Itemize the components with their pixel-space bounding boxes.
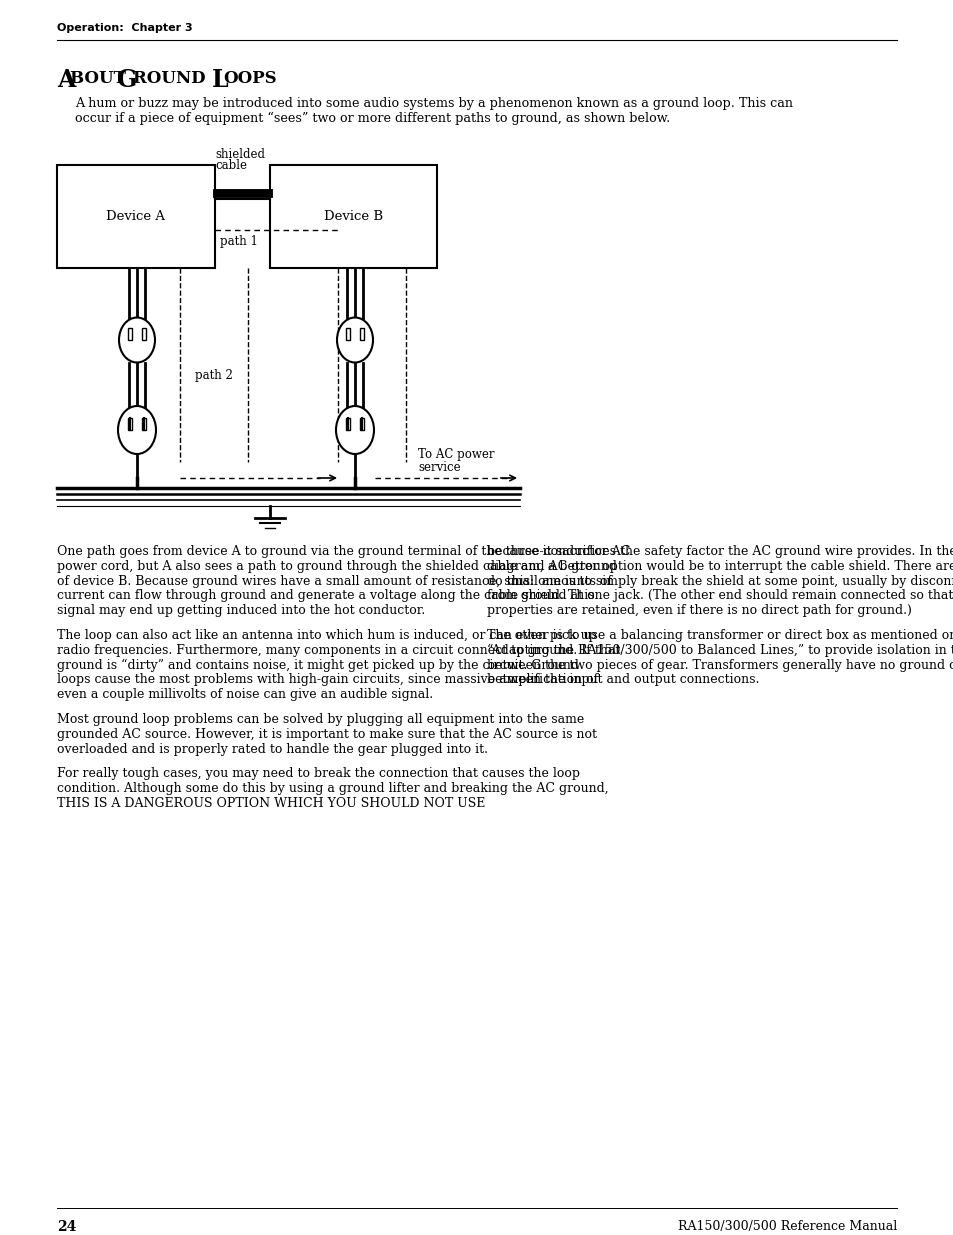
Text: because it sacrifices the safety factor the AC ground wire provides. In the prev: because it sacrifices the safety factor … (486, 545, 953, 558)
Text: path 1: path 1 (220, 235, 257, 248)
Text: properties are retained, even if there is no direct path for ground.): properties are retained, even if there i… (486, 604, 911, 618)
Bar (346, 417, 350, 430)
Text: To AC power: To AC power (417, 448, 494, 461)
Text: The other is to use a balancing transformer or direct box as mentioned on page 1: The other is to use a balancing transfor… (486, 629, 953, 642)
Text: The loop can also act like an antenna into which hum is induced, or can even pic: The loop can also act like an antenna in… (57, 629, 597, 642)
Text: overloaded and is properly rated to handle the gear plugged into it.: overloaded and is properly rated to hand… (57, 742, 488, 756)
Ellipse shape (335, 406, 374, 454)
Text: L: L (212, 68, 229, 91)
Bar (142, 329, 146, 340)
Text: between the two pieces of gear. Transformers generally have no ground connection: between the two pieces of gear. Transfor… (486, 658, 953, 672)
Text: even a couple millivolts of noise can give an audible signal.: even a couple millivolts of noise can gi… (57, 688, 433, 701)
Text: “Adapting the RA150/300/500 to Balanced Lines,” to provide isolation in the audi: “Adapting the RA150/300/500 to Balanced … (486, 643, 953, 657)
Bar (142, 417, 146, 430)
Text: G: G (117, 68, 137, 91)
Text: A: A (57, 68, 75, 91)
Text: service: service (417, 461, 460, 474)
Text: power cord, but A also sees a path to ground through the shielded cable and AC g: power cord, but A also sees a path to gr… (57, 559, 617, 573)
Text: grounded AC source. However, it is important to make sure that the AC source is : grounded AC source. However, it is impor… (57, 727, 597, 741)
Text: BOUT: BOUT (70, 70, 132, 86)
Text: loops cause the most problems with high-gain circuits, since massive amplificati: loops cause the most problems with high-… (57, 673, 598, 687)
Text: A hum or buzz may be introduced into some audio systems by a phenomenon known as: A hum or buzz may be introduced into som… (75, 98, 792, 110)
Text: occur if a piece of equipment “sees” two or more different paths to ground, as s: occur if a piece of equipment “sees” two… (75, 112, 670, 125)
Text: from ground at one jack. (The other end should remain connected so that the shie: from ground at one jack. (The other end … (486, 589, 953, 603)
Text: ROUND: ROUND (132, 70, 212, 86)
Text: Most ground loop problems can be solved by plugging all equipment into the same: Most ground loop problems can be solved … (57, 713, 583, 726)
Text: condition. Although some do this by using a ground lifter and breaking the AC gr: condition. Although some do this by usin… (57, 782, 608, 795)
Text: diagram, a better option would be to interrupt the cable shield. There are two w: diagram, a better option would be to int… (486, 559, 953, 573)
Text: between the input and output connections.: between the input and output connections… (486, 673, 759, 687)
Text: For really tough cases, you may need to break the connection that causes the loo: For really tough cases, you may need to … (57, 767, 579, 781)
Text: do this: one is to simply break the shield at some point, usually by disconnecti: do this: one is to simply break the shie… (486, 574, 953, 588)
Bar (346, 329, 350, 340)
Text: shielded: shielded (214, 148, 265, 161)
Text: signal may end up getting induced into the hot conductor.: signal may end up getting induced into t… (57, 604, 425, 618)
Text: Operation:  Chapter 3: Operation: Chapter 3 (57, 23, 193, 33)
Bar (270, 165, 436, 268)
Text: Device A: Device A (107, 210, 165, 224)
Bar (359, 329, 364, 340)
Text: ground is “dirty” and contains noise, it might get picked up by the circuit. Gro: ground is “dirty” and contains noise, it… (57, 658, 578, 672)
Ellipse shape (118, 406, 156, 454)
Text: OOPS: OOPS (223, 70, 276, 86)
Text: current can flow through ground and generate a voltage along the cable shield. T: current can flow through ground and gene… (57, 589, 594, 603)
Text: Device B: Device B (324, 210, 383, 224)
Text: One path goes from device A to ground via the ground terminal of the three-condu: One path goes from device A to ground vi… (57, 545, 630, 558)
Bar (57, 165, 214, 268)
Ellipse shape (119, 317, 154, 363)
Text: cable: cable (214, 159, 247, 172)
Bar (128, 329, 132, 340)
Text: THIS IS A DANGEROUS OPTION WHICH YOU SHOULD NOT USE: THIS IS A DANGEROUS OPTION WHICH YOU SHO… (57, 797, 485, 810)
Text: path 2: path 2 (194, 368, 233, 382)
Text: radio frequencies. Furthermore, many components in a circuit connect to ground. : radio frequencies. Furthermore, many com… (57, 643, 619, 657)
Text: 24: 24 (57, 1220, 76, 1234)
Bar (359, 417, 364, 430)
Ellipse shape (336, 317, 373, 363)
Text: RA150/300/500 Reference Manual: RA150/300/500 Reference Manual (677, 1220, 896, 1233)
Bar (128, 417, 132, 430)
Text: of device B. Because ground wires have a small amount of resistance, small amoun: of device B. Because ground wires have a… (57, 574, 612, 588)
